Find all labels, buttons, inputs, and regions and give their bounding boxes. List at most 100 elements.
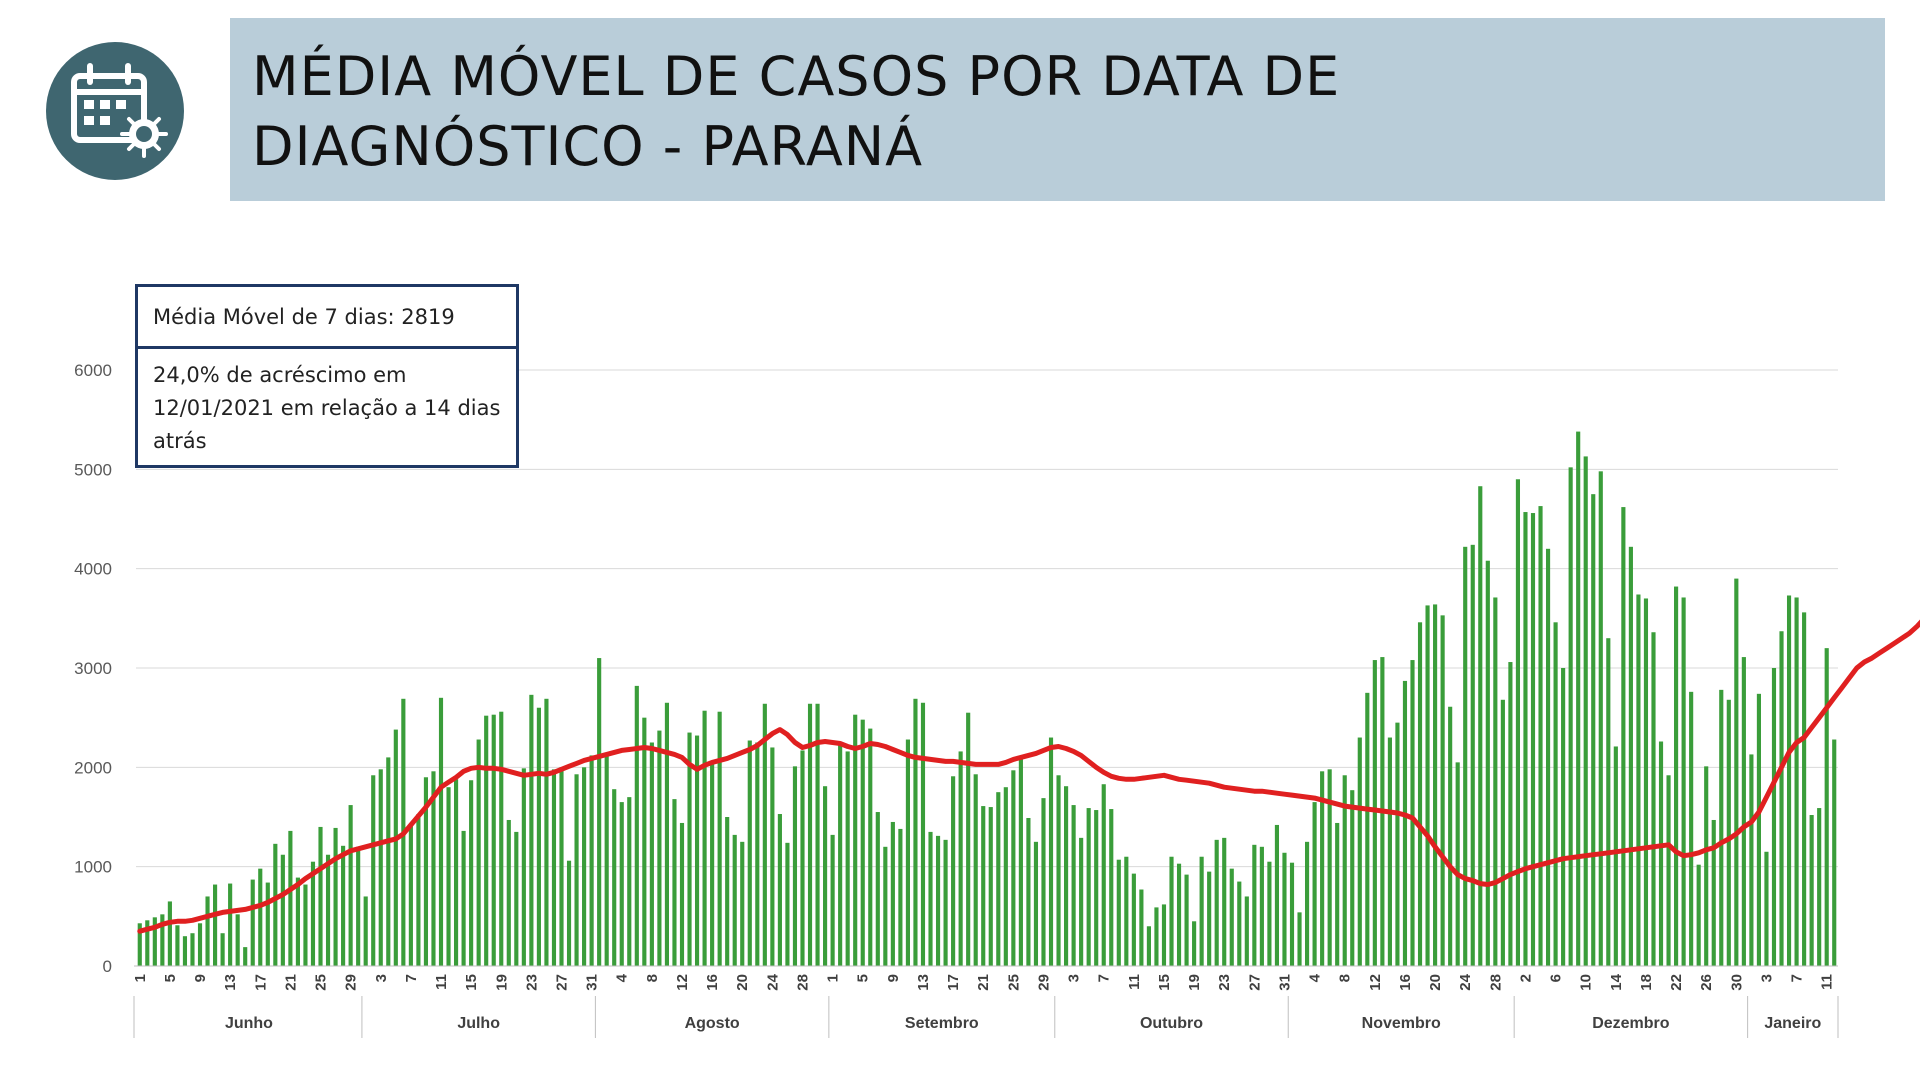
y-tick-label: 4000 [74,560,112,579]
bar [905,739,910,966]
bar [1425,605,1430,966]
bar [1229,868,1234,966]
x-tick-label: 15 [463,974,480,991]
x-tick-label: 8 [644,974,661,982]
x-tick-label: 3 [1066,974,1083,982]
bar [1274,824,1280,966]
bar [1297,912,1302,966]
bar [318,826,323,966]
bar [868,728,873,966]
bar [966,712,971,966]
bar [506,819,511,966]
bar [551,769,557,966]
title-banner: MÉDIA MÓVEL DE CASOS POR DATA DE DIAGNÓS… [230,18,1885,201]
bar [566,860,572,966]
bar [777,814,782,966]
bar [1259,846,1264,966]
x-tick-label: 17 [945,974,962,991]
bar [1696,864,1701,966]
bar [1033,841,1039,966]
bar [137,923,142,966]
x-tick-label: 11 [1126,974,1143,990]
bar [1124,856,1129,966]
bar [386,757,391,966]
bar [273,843,278,966]
bar [393,729,398,966]
bar [408,825,413,966]
bar [1463,546,1468,966]
bar [710,762,715,966]
month-label: Dezembro [1592,1015,1670,1032]
bar [574,774,579,966]
bar [664,702,670,966]
x-tick-label: 20 [1427,974,1444,991]
bar [1545,548,1551,966]
bar [1553,622,1558,966]
bar [1576,431,1581,966]
x-tick-label: 28 [794,974,811,991]
bar [800,750,805,966]
x-tick-label: 16 [704,974,721,991]
bar [1711,819,1716,966]
bar [1674,586,1679,966]
bar [1207,871,1212,966]
bar [1116,859,1121,966]
bar [453,779,459,966]
bar [341,845,346,966]
bar [1764,851,1769,966]
month-label: Novembro [1362,1015,1441,1032]
bar [190,933,195,966]
bar [544,698,549,966]
bar [1493,597,1498,966]
bar [1794,597,1799,966]
bar [1643,598,1649,966]
bar [1583,456,1588,966]
bar [1184,874,1189,966]
bar [1440,615,1445,966]
x-tick-label: 18 [1638,974,1655,991]
info-box-header: Média Móvel de 7 dias: 2819 [138,287,516,349]
bar [348,805,353,966]
bar [220,933,225,966]
bar [1786,595,1792,966]
x-tick-label: 5 [855,974,872,982]
bar [1079,837,1084,966]
bar [446,787,451,966]
bar [197,923,203,966]
bar [469,780,474,966]
bar [1681,597,1686,966]
bar [845,751,850,966]
bar [1289,862,1295,966]
x-tick-label: 9 [885,974,902,982]
moving-average-line [137,619,1920,934]
bar [627,797,632,966]
bar [755,742,760,966]
bar [1041,798,1046,966]
bar [1011,770,1016,966]
bar [1433,604,1438,966]
bar [1086,808,1091,966]
bar [1244,896,1249,966]
x-tick-label: 23 [1216,974,1233,991]
x-tick-label: 3 [373,974,390,982]
bar [228,883,233,966]
bar [890,821,895,966]
bar [1455,762,1460,966]
x-tick-label: 25 [313,974,330,991]
bar [694,735,700,966]
bar [1282,852,1287,966]
x-tick-label: 21 [282,974,299,991]
bar [1357,737,1362,966]
bar [333,827,338,966]
month-label: Agosto [685,1015,740,1032]
bar [1101,784,1106,966]
x-tick-label: 13 [915,974,932,991]
bar [1131,873,1136,966]
bar [1417,622,1423,966]
bar [499,711,504,966]
bar [1342,775,1347,966]
x-tick-label: 5 [162,974,179,982]
bar [1749,754,1754,966]
bar [1485,560,1490,966]
bar [823,786,828,966]
